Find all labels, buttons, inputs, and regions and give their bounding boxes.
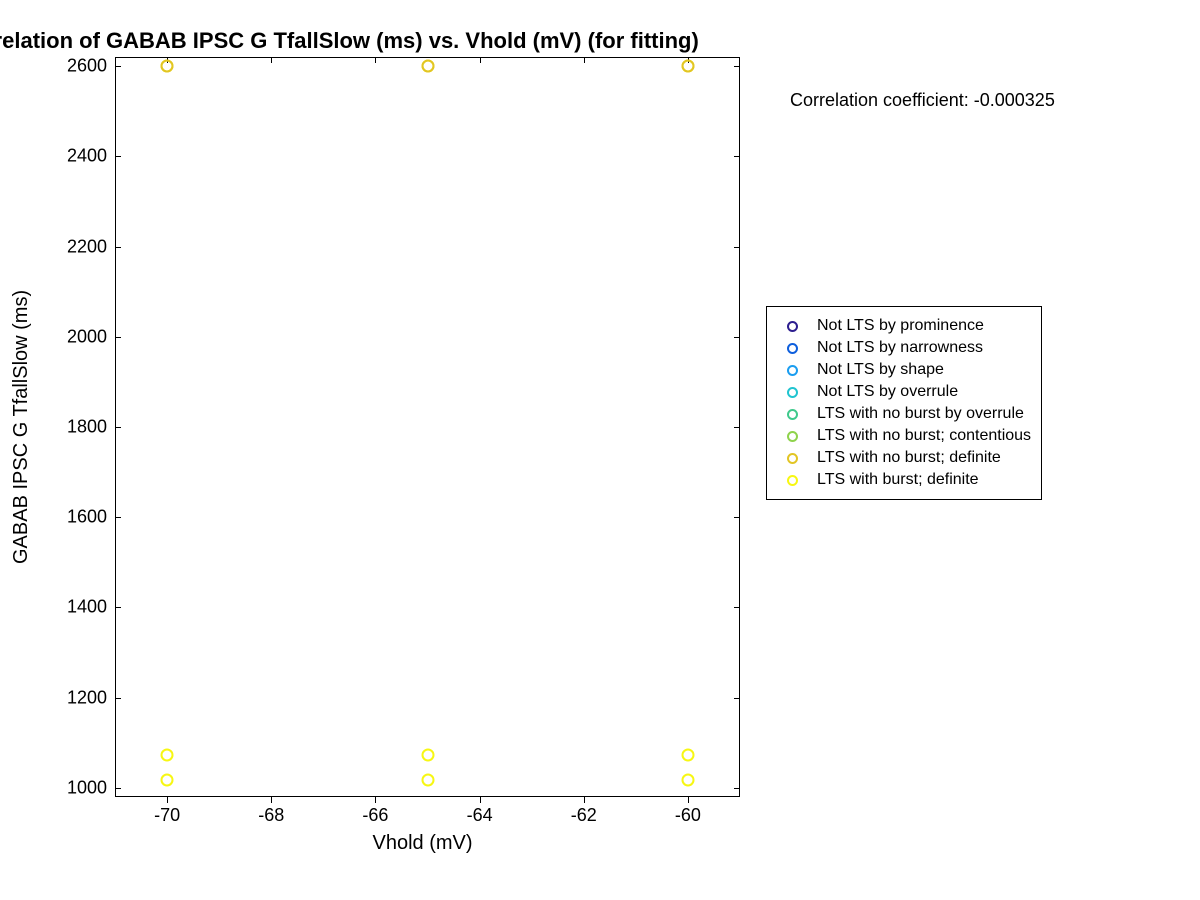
y-tick-mark xyxy=(115,607,121,608)
y-tick-mark xyxy=(734,788,740,789)
x-tick-label: -62 xyxy=(571,805,597,826)
y-tick-mark xyxy=(115,698,121,699)
legend-item: Not LTS by shape xyxy=(777,359,1031,381)
legend-label: Not LTS by prominence xyxy=(817,317,984,335)
data-point xyxy=(421,749,434,762)
legend-label: LTS with no burst; definite xyxy=(817,449,1001,467)
x-tick-mark xyxy=(271,797,272,803)
x-tick-label: -60 xyxy=(675,805,701,826)
y-tick-label: 1000 xyxy=(55,777,107,798)
x-tick-mark xyxy=(584,797,585,803)
legend: Not LTS by prominence Not LTS by narrowne… xyxy=(766,306,1042,500)
data-point xyxy=(161,60,174,73)
legend-item: LTS with no burst by overrule xyxy=(777,403,1031,425)
legend-marker-icon xyxy=(787,387,798,398)
x-tick-label: -68 xyxy=(258,805,284,826)
y-tick-mark xyxy=(115,788,121,789)
data-point xyxy=(161,749,174,762)
y-tick-label: 2400 xyxy=(55,146,107,167)
y-tick-mark xyxy=(734,427,740,428)
y-axis-label: GABAB IPSC G TfallSlow (ms) xyxy=(10,277,33,577)
x-tick-label: -70 xyxy=(154,805,180,826)
legend-marker-icon xyxy=(787,343,798,354)
legend-marker-icon xyxy=(787,409,798,420)
y-tick-mark xyxy=(734,698,740,699)
data-point xyxy=(161,773,174,786)
y-tick-label: 2000 xyxy=(55,326,107,347)
x-tick-mark xyxy=(167,797,168,803)
legend-label: LTS with no burst by overrule xyxy=(817,405,1024,423)
data-point xyxy=(681,749,694,762)
y-tick-label: 1800 xyxy=(55,417,107,438)
x-tick-mark xyxy=(271,57,272,63)
y-tick-mark xyxy=(115,427,121,428)
y-tick-mark xyxy=(115,156,121,157)
legend-item: LTS with no burst; definite xyxy=(777,447,1031,469)
legend-item: Not LTS by overrule xyxy=(777,381,1031,403)
y-tick-mark xyxy=(734,517,740,518)
legend-marker-icon xyxy=(787,321,798,332)
legend-label: Not LTS by shape xyxy=(817,361,944,379)
y-tick-mark xyxy=(734,607,740,608)
legend-label: Not LTS by overrule xyxy=(817,383,958,401)
x-tick-mark xyxy=(375,797,376,803)
y-tick-mark xyxy=(115,66,121,67)
data-point xyxy=(681,773,694,786)
data-point xyxy=(421,773,434,786)
x-tick-mark xyxy=(688,797,689,803)
y-tick-mark xyxy=(734,337,740,338)
legend-item: LTS with burst; definite xyxy=(777,469,1031,491)
legend-marker-icon xyxy=(787,365,798,376)
x-tick-mark xyxy=(480,797,481,803)
y-tick-mark xyxy=(734,156,740,157)
legend-item: Not LTS by prominence xyxy=(777,315,1031,337)
x-tick-label: -64 xyxy=(467,805,493,826)
x-tick-mark xyxy=(584,57,585,63)
legend-label: LTS with burst; definite xyxy=(817,471,979,489)
legend-label: Not LTS by narrowness xyxy=(817,339,983,357)
legend-item: LTS with no burst; contentious xyxy=(777,425,1031,447)
y-tick-label: 2600 xyxy=(55,56,107,77)
y-tick-mark xyxy=(115,337,121,338)
y-tick-mark xyxy=(115,247,121,248)
x-tick-mark xyxy=(375,57,376,63)
y-tick-label: 1400 xyxy=(55,597,107,618)
y-tick-mark xyxy=(734,247,740,248)
plot-area xyxy=(115,57,740,797)
legend-item: Not LTS by narrowness xyxy=(777,337,1031,359)
y-tick-label: 1200 xyxy=(55,687,107,708)
x-tick-label: -66 xyxy=(362,805,388,826)
legend-marker-icon xyxy=(787,453,798,464)
data-point xyxy=(421,60,434,73)
legend-marker-icon xyxy=(787,431,798,442)
y-tick-label: 2200 xyxy=(55,236,107,257)
y-tick-mark xyxy=(734,66,740,67)
legend-marker-icon xyxy=(787,475,798,486)
x-axis-label: Vhold (mV) xyxy=(373,832,473,855)
correlation-annotation: Correlation coefficient: -0.000325 xyxy=(790,90,1055,111)
chart-title: rrelation of GABAB IPSC G TfallSlow (ms)… xyxy=(0,28,699,54)
y-tick-label: 1600 xyxy=(55,507,107,528)
x-tick-mark xyxy=(480,57,481,63)
y-tick-mark xyxy=(115,517,121,518)
data-point xyxy=(681,60,694,73)
legend-label: LTS with no burst; contentious xyxy=(817,427,1031,445)
